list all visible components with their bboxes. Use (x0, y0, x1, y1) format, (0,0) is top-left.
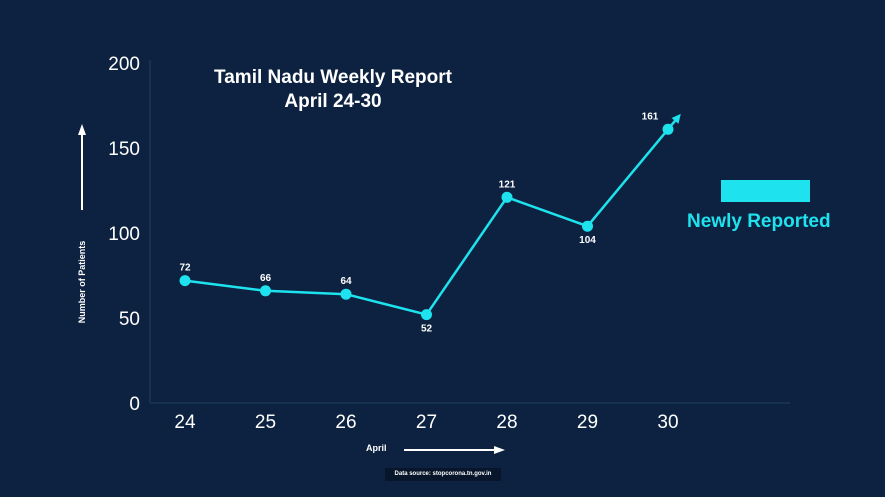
x-tick-label: 28 (496, 412, 517, 433)
y-tick-label: 150 (108, 139, 140, 160)
data-point (340, 288, 352, 300)
data-label: 66 (260, 273, 272, 284)
data-point (582, 220, 593, 232)
trend-arrow-icon (667, 113, 681, 131)
x-axis-label: April (366, 443, 387, 453)
chart-title-main: Tamil Nadu Weekly Report (214, 67, 452, 88)
data-source-note: Data source: stopcorona.tn.gov.in (385, 468, 501, 481)
data-label: 104 (579, 235, 596, 246)
series-line-newly-reported (184, 128, 669, 316)
x-tick-label: 25 (255, 412, 276, 433)
chart-title: Tamil Nadu Weekly Report April 24-30 (170, 66, 496, 114)
y-tick-label: 200 (108, 54, 140, 75)
data-label: 64 (340, 276, 352, 287)
x-tick-label: 24 (174, 412, 196, 433)
arrow-right-icon (404, 446, 505, 454)
x-tick-label: 26 (335, 412, 356, 433)
data-point (260, 285, 271, 297)
data-label: 52 (421, 324, 433, 335)
y-tick-label: 0 (129, 394, 140, 415)
y-tick-label: 50 (119, 309, 140, 330)
data-point (501, 191, 513, 203)
chart-subtitle: April 24-30 (284, 91, 382, 112)
x-tick-label: 29 (577, 412, 598, 433)
arrow-up-icon (78, 124, 86, 210)
data-point (179, 275, 191, 287)
data-point (421, 309, 432, 321)
data-label: 121 (499, 179, 516, 190)
data-label: 161 (642, 111, 659, 122)
data-label: 72 (179, 263, 191, 274)
legend-swatch (721, 180, 810, 202)
x-tick-label: 27 (416, 412, 437, 433)
y-axis-label: Number of Patients (77, 240, 87, 324)
y-tick-label: 100 (108, 224, 140, 245)
x-tick-label: 30 (657, 412, 678, 433)
legend-label: Newly Reported (687, 211, 831, 232)
